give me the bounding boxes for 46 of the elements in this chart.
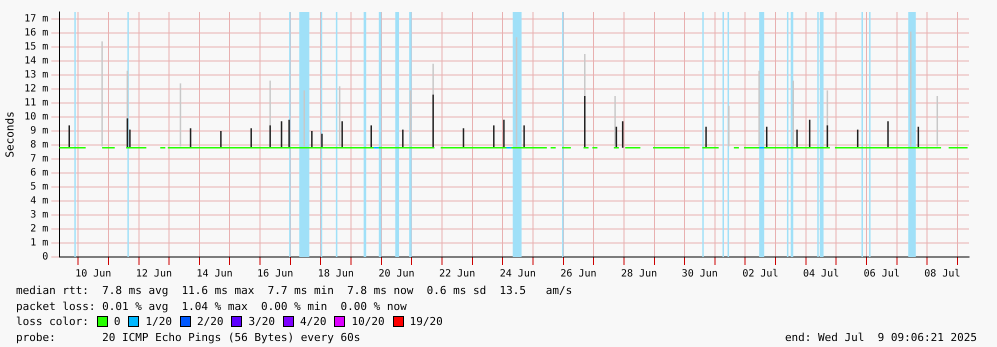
text: probe: 20 ICMP Echo Pings (56 Bytes) every 60s [16,330,360,345]
x-tick-label: 18 Jun [318,268,354,280]
x-tick-label: 22 Jun [439,268,476,280]
y-tick-label: 1 m [30,238,48,249]
x-tick-label: 04 Jul [802,268,840,280]
legend-label: 4/20 [300,314,326,330]
y-tick-label: 12 m [24,84,48,95]
x-tick-label: 28 Jun [621,268,658,280]
x-tick-label: 08 Jul [924,268,960,280]
y-tick-label: 2 m [30,224,48,235]
x-tick-label: 26 Jun [560,268,597,280]
y-tick-label: 4 m [30,196,48,207]
y-tick-label: 7 m [30,154,48,165]
text: packet loss: 0.01 % avg 1.04 % max 0.00 % min 0.00 % now [16,298,408,314]
legend-title: loss color: [16,314,89,330]
legend-label: 3/20 [248,314,275,330]
text: end: Wed Jul 9 09:06:21 2025 [784,330,977,345]
y-axis-title: Seconds [3,111,16,158]
y-tick-label: 0 [42,252,48,263]
y-tick-label: 6 m [30,168,48,179]
legend-label: 10/20 [351,314,385,330]
y-tick-label: 13 m [24,70,48,81]
x-tick-label: 20 Jun [378,268,415,280]
y-tick-label: 3 m [30,210,48,221]
x-tick-label: 12 Jun [136,268,172,280]
x-tick-label: 02 Jul [742,268,778,280]
x-tick-label: 10 Jun [75,268,112,280]
legend-label: 2/20 [196,314,224,330]
text: median rtt: 7.8 ms avg 11.6 ms max 7.7 ms min 7.8 ms now 0.6 ms sd 13.5 am/s [16,283,574,298]
legend-label: 0 [114,314,120,330]
y-tick-label: 16 m [24,28,48,39]
x-tick-label: 30 Jun [682,268,718,280]
x-tick-label: 14 Jun [196,268,233,280]
legend-label: 1/20 [145,314,172,330]
y-tick-label: 17 m [24,14,48,25]
y-tick-label: 15 m [24,42,48,53]
y-tick-label: 11 m [24,98,48,109]
x-tick-label: 06 Jul [864,268,900,280]
y-tick-label: 14 m [24,56,48,67]
y-tick-label: 8 m [30,140,48,151]
x-tick-label: 24 Jun [500,268,536,280]
y-tick-label: 10 m [24,112,48,123]
legend-label: 19/20 [410,314,443,330]
y-tick-label: 9 m [30,126,48,137]
y-tick-label: 5 m [30,182,48,193]
x-tick-label: 16 Jun [257,268,294,280]
